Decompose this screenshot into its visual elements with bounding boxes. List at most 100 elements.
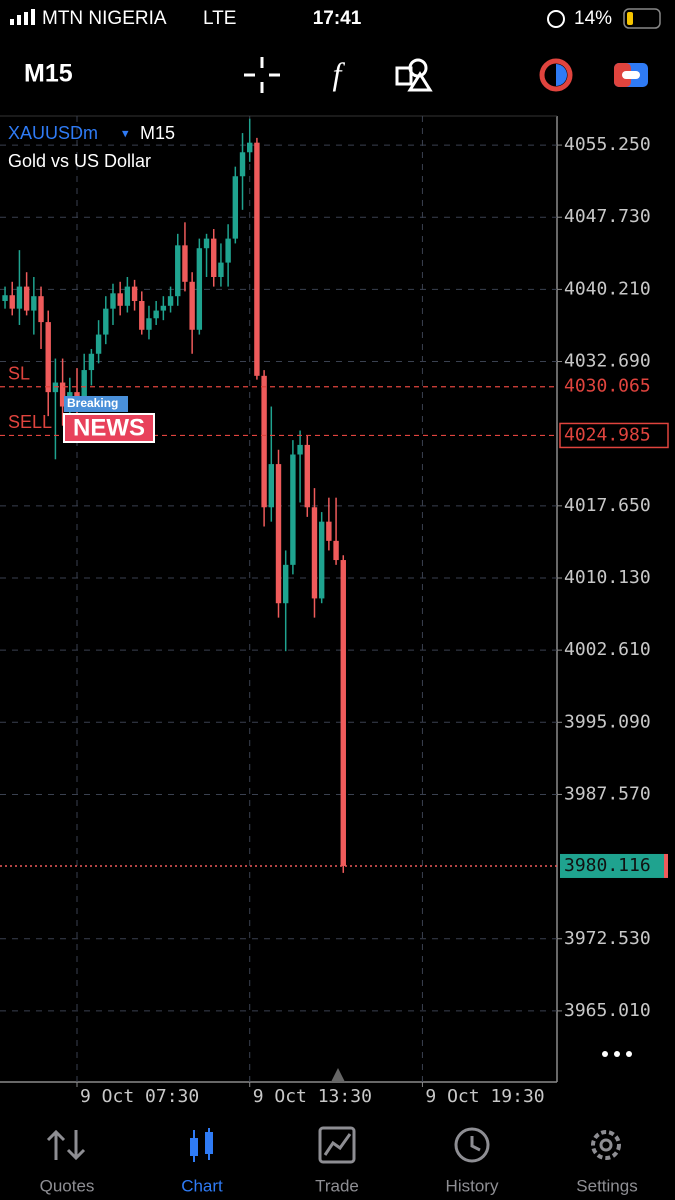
candle-body [16,286,23,309]
candle-body [167,296,174,306]
candle-body [103,308,109,335]
current-price-tick [664,853,668,878]
candle-body [203,238,210,249]
x-tick-label: 9 Oct 07:30 [80,1086,199,1107]
candle-body [59,382,66,407]
toggle-knob [622,71,640,79]
candle-body [239,152,246,177]
candle-body [9,295,15,309]
signal-bar [24,12,28,25]
candle-body [45,322,51,393]
battery-level: 14% [574,8,612,29]
scroll-marker [331,1068,345,1082]
objects-icon[interactable] [395,58,433,92]
network: LTE [203,8,236,29]
y-tick-label: 4002.610 [564,639,651,660]
signal-bar [17,15,21,25]
candle-body [175,245,181,297]
candle-body [117,293,123,306]
candle-body [189,281,195,330]
settings-icon [591,1130,621,1160]
badge-bottom: NEWS [73,414,145,441]
tab-label[interactable]: Trade [315,1176,359,1195]
candle-body [340,560,346,866]
y-tick-label: 3972.530 [564,928,651,949]
candle-body [146,318,152,330]
candle-body [261,375,267,508]
chart [0,115,632,1083]
x-tick-label: 9 Oct 13:30 [253,1086,372,1107]
current-price-box [560,853,664,878]
candle-body [326,521,332,541]
candle-body [153,310,159,319]
candle-body [52,382,59,393]
trade-icon-half [556,64,567,86]
battery-icon [623,8,661,29]
tab-bar: Quotes Chart Trade History Settings [40,1126,638,1195]
signal-bar [10,19,14,25]
badge-bottom-bg [63,413,155,443]
quotes-icon [46,1129,86,1161]
candle-body [196,248,203,330]
y-tick-label: 3965.010 [564,1000,651,1021]
order-price-label: 4030.065 [564,376,651,397]
candle-body [131,286,138,301]
chart-icon [190,1128,213,1162]
candle-body [218,262,224,277]
y-tick-label: 4047.730 [564,206,651,227]
candle-body [211,238,217,277]
candle-body [311,507,318,599]
candle-body [31,296,37,311]
lock-icon [547,10,565,28]
candle-body [110,293,116,309]
y-tick-label: 4017.650 [564,495,651,516]
candle-body [38,296,44,323]
trade-icon[interactable] [539,58,573,92]
news-badge[interactable]: Breaking NEWS [63,396,155,443]
candle-body [275,464,282,604]
more-menu[interactable] [602,1051,632,1057]
candle-body [95,334,102,354]
order-line-label: SELL [8,412,52,432]
tab-label[interactable]: History [446,1176,499,1195]
badge-top: Breaking [67,396,118,410]
chart-title: Gold vs US Dollar [8,151,151,171]
candle-body [88,353,95,371]
candle-body [74,392,80,397]
tab-label[interactable]: Settings [576,1176,637,1195]
candle-body [318,521,325,599]
y-tick-label: 4055.250 [564,134,651,155]
candle-body [232,176,239,239]
timeframe-button[interactable]: M15 [24,60,73,88]
current-price-label: 3980.116 [564,855,651,876]
trade-tab-icon [318,1126,356,1164]
y-tick-label: 3995.090 [564,711,651,732]
candle-body [282,564,289,604]
symbol-name[interactable]: XAUUSDm [8,123,98,143]
symbol-dropdown[interactable]: ▾ [122,125,129,140]
y-tick-label: 4032.690 [564,351,651,372]
candle-body [139,300,145,330]
candle-body [225,238,231,263]
x-tick-label: 9 Oct 19:30 [425,1086,544,1107]
status-bar: MTN NIGERIA LTE 17:41 14% [10,8,661,29]
candle-body [182,245,188,282]
candle-body [247,142,253,153]
tab-label[interactable]: Chart [181,1176,223,1195]
tab-label[interactable]: Quotes [40,1176,95,1195]
candle-body [23,286,30,311]
candle-body [2,295,8,301]
battery-fill [627,12,633,25]
candle-body [304,444,310,508]
candle-body [124,286,131,306]
order-line-label: SL [8,363,30,383]
candle-body [268,464,275,508]
candle-body [333,540,339,561]
y-tick-label: 4010.130 [564,567,651,588]
badge-top-bg [64,396,128,412]
crosshair-icon[interactable] [244,57,280,93]
y-tick-label: 3987.570 [564,783,651,804]
toolbar: M15 f [24,55,648,93]
